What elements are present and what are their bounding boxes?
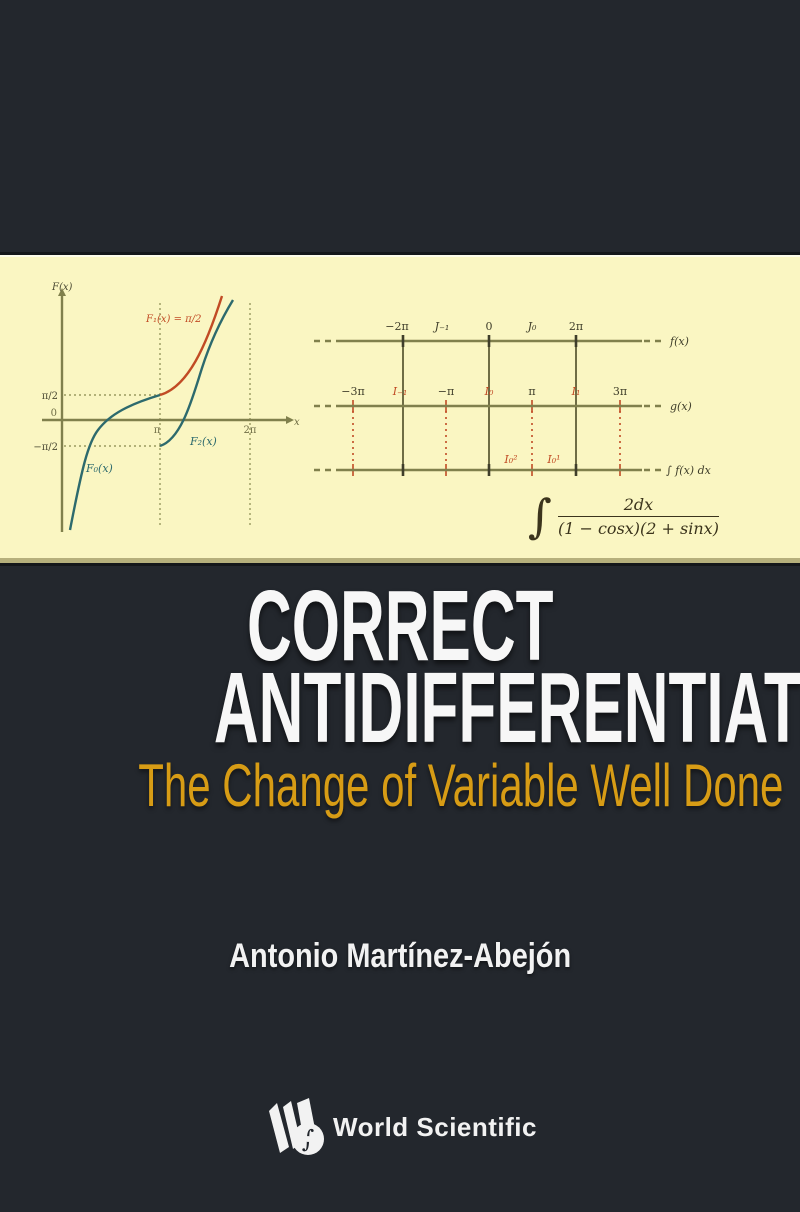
graph-figure: F(x) x π/2 −π/2 0 π 2π F₁(x) = π/2 F₀(x)… xyxy=(33,282,300,532)
svg-text:0: 0 xyxy=(486,320,493,333)
curve-F0 xyxy=(68,393,161,531)
row2-label: g(x) xyxy=(670,400,692,413)
svg-text:I₀²: I₀² xyxy=(503,453,517,466)
svg-text:−π: −π xyxy=(438,385,454,398)
y-tick-negpi2: −π/2 xyxy=(33,442,58,453)
dark-ticks xyxy=(401,335,578,476)
svg-text:J₋₁: J₋₁ xyxy=(433,320,450,333)
svg-text:π: π xyxy=(528,385,535,398)
world-scientific-icon: ∫ xyxy=(269,1098,324,1155)
curve-F2 xyxy=(159,299,235,448)
integral-sign: ∫ xyxy=(528,489,552,543)
teal-lower-label: F₀(x) xyxy=(85,462,113,475)
title-line-2: ANTIDIFFERENTIATION xyxy=(213,652,800,764)
svg-text:J₀: J₀ xyxy=(526,320,537,333)
teal-right-label: F₂(x) xyxy=(189,435,217,448)
svg-text:I₀¹: I₀¹ xyxy=(546,453,560,466)
svg-text:I₀: I₀ xyxy=(484,385,494,398)
row1-tick-labels: −2π J₋₁ 0 J₀ 2π xyxy=(385,320,583,333)
svg-text:2π: 2π xyxy=(569,320,583,333)
y-tick-pi2: π/2 xyxy=(42,391,58,402)
title-block: CORRECT ANTIDIFFERENTIATION xyxy=(0,570,800,764)
svg-text:I₁: I₁ xyxy=(571,385,581,398)
svg-text:3π: 3π xyxy=(613,385,627,398)
fraction-numerator: 2dx xyxy=(557,495,719,517)
y-axis-arrow xyxy=(58,288,66,296)
publisher-logo: ∫ World Scientific xyxy=(0,1095,800,1159)
x-tick-0: 0 xyxy=(51,408,57,419)
svg-text:−2π: −2π xyxy=(385,320,408,333)
row1-label: f(x) xyxy=(669,335,689,348)
row2-tick-labels: −3π I₋₁ −π I₀ π I₁ 3π xyxy=(341,385,627,398)
title-line-1: CORRECT xyxy=(246,570,554,682)
numberline-figure: −2π J₋₁ 0 J₀ 2π −3π I₋₁ −π I₀ π I₁ 3π I₀… xyxy=(314,320,712,477)
row3-interval-labels: I₀² I₀¹ xyxy=(503,453,560,466)
subtitle: The Change of Variable Well Done xyxy=(138,752,784,819)
red-curve-label: F₁(x) = π/2 xyxy=(145,314,201,325)
red-dashed-connectors xyxy=(352,400,621,476)
fraction: 2dx (1 − cosx)(2 + sinx) xyxy=(557,495,719,538)
row3-label: ∫ f(x) dx xyxy=(666,464,712,477)
integral-formula: ∫ 2dx (1 − cosx)(2 + sinx) xyxy=(528,493,719,539)
publisher-name: World Scientific xyxy=(333,1111,537,1142)
x-tick-pi: π xyxy=(154,425,161,436)
x-axis-arrow xyxy=(286,416,294,424)
figures-band: F(x) x π/2 −π/2 0 π 2π F₁(x) = π/2 F₀(x)… xyxy=(0,252,800,566)
x-axis-label: x xyxy=(294,417,300,428)
curve-F1 xyxy=(159,295,224,397)
y-axis-label: F(x) xyxy=(51,282,72,293)
svg-text:−3π: −3π xyxy=(341,385,364,398)
fraction-denominator: (1 − cosx)(2 + sinx) xyxy=(557,518,719,538)
author-name: Antonio Martínez-Abejón xyxy=(229,937,571,975)
svg-text:I₋₁: I₋₁ xyxy=(392,385,408,398)
x-tick-2pi: 2π xyxy=(244,425,257,436)
